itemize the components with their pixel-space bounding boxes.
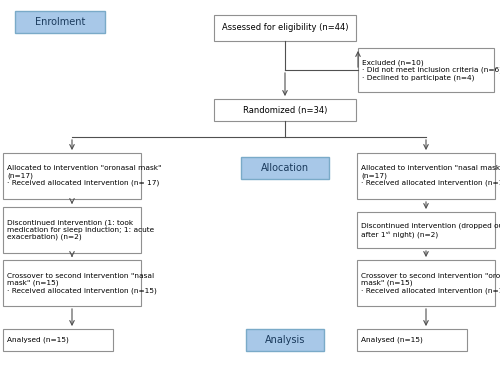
Text: Analysed (n=15): Analysed (n=15)	[7, 337, 69, 343]
Bar	[3, 207, 141, 253]
Bar	[3, 153, 141, 199]
Bar	[214, 15, 356, 41]
Bar	[357, 329, 467, 351]
Bar	[3, 329, 113, 351]
Text: Randomized (n=34): Randomized (n=34)	[243, 105, 327, 115]
Bar	[15, 11, 105, 33]
Text: Allocation: Allocation	[261, 163, 309, 173]
Bar	[214, 99, 356, 121]
Text: Analysed (n=15): Analysed (n=15)	[361, 337, 423, 343]
Text: Discontinued intervention (1: took
medication for sleep induction; 1: acute
exac: Discontinued intervention (1: took medic…	[7, 220, 154, 240]
Text: Excluded (n=10)
· Did not meet inclusion criteria (n=6)
· Declined to participat: Excluded (n=10) · Did not meet inclusion…	[362, 59, 500, 81]
Bar	[241, 157, 329, 179]
Text: Analysis: Analysis	[265, 335, 305, 345]
Text: Allocated to intervention "oronasal mask"
(n=17)
· Received allocated interventi: Allocated to intervention "oronasal mask…	[7, 166, 162, 186]
Bar	[357, 212, 495, 248]
Text: Crossover to second intervention "oronasal
mask" (n=15)
· Received allocated int: Crossover to second intervention "oronas…	[361, 273, 500, 293]
Text: Discontinued intervention (dropped out
after 1ˢᵗ night) (n=2): Discontinued intervention (dropped out a…	[361, 222, 500, 238]
Text: Allocated to intervention "nasal mask"
(n=17)
· Received allocated intervention : Allocated to intervention "nasal mask" (…	[361, 166, 500, 186]
Text: Assessed for eligibility (n=44): Assessed for eligibility (n=44)	[222, 23, 348, 33]
Bar	[357, 260, 495, 306]
Bar	[3, 260, 141, 306]
Bar	[246, 329, 324, 351]
Bar	[358, 48, 494, 92]
Bar	[357, 153, 495, 199]
Text: Crossover to second intervention "nasal
mask" (n=15)
· Received allocated interv: Crossover to second intervention "nasal …	[7, 273, 157, 293]
Text: Enrolment: Enrolment	[35, 17, 85, 27]
